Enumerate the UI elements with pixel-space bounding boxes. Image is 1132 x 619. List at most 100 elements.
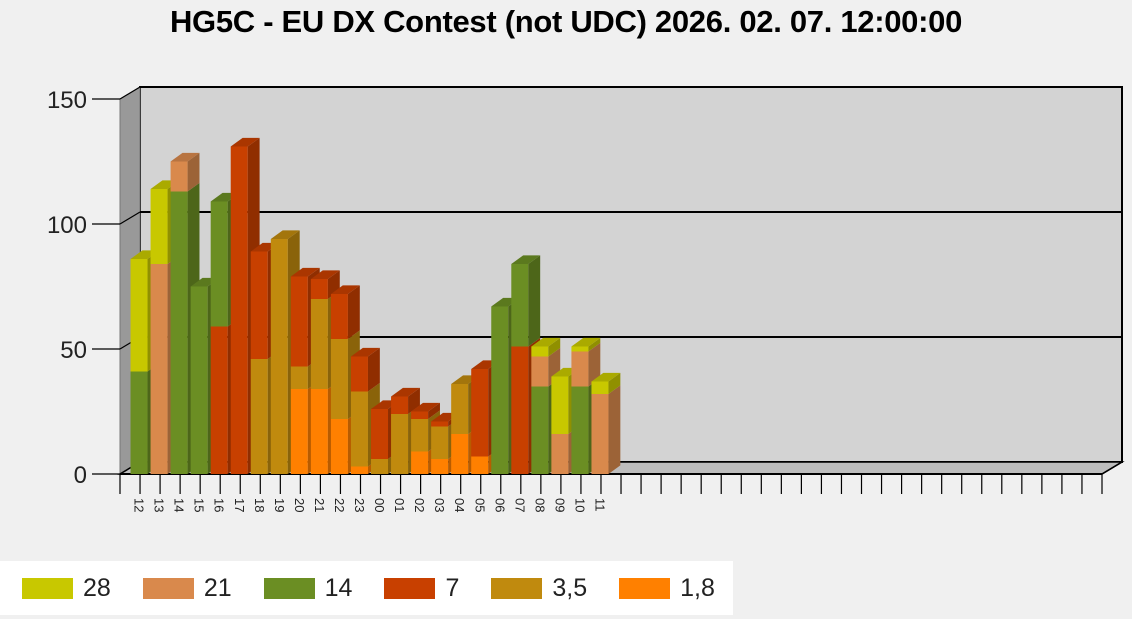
x-tick-label: 07 [512, 498, 527, 512]
legend-swatch [491, 577, 543, 599]
bar-segment-top [310, 270, 340, 279]
bar-segment [150, 189, 168, 264]
x-tick-label: 14 [172, 498, 187, 512]
legend-item: 3,5 [491, 574, 587, 603]
bar-segment [431, 421, 449, 427]
legend-swatch [22, 577, 73, 599]
y-tick-depth [119, 86, 141, 100]
bar-segment [411, 411, 429, 419]
bar-segment [451, 434, 469, 474]
y-tick-label: 0 [74, 462, 87, 489]
bar-segment [531, 356, 549, 387]
x-tick-label: 17 [232, 498, 247, 512]
bar-segment-top [511, 255, 541, 264]
x-tick-label: 22 [332, 498, 347, 512]
bar-segment [170, 161, 188, 192]
x-tick-label: 23 [352, 498, 367, 512]
bar-segment [551, 434, 569, 474]
legend-swatch [384, 577, 436, 599]
y-tick-depth [119, 211, 141, 225]
bar-segment-side [608, 372, 621, 394]
bar-segment [290, 276, 308, 367]
bar-segment [170, 191, 188, 474]
legend-swatch [619, 577, 671, 599]
bar-segment-top [391, 387, 420, 397]
bar-segment-top [290, 267, 320, 277]
bar-segment [130, 371, 148, 474]
bar-segment [471, 456, 489, 474]
bar-segment [350, 466, 368, 474]
bar-stack [250, 242, 280, 474]
bar-segment [571, 386, 589, 474]
y-tick-label: 50 [60, 337, 87, 364]
legend-item: 28 [22, 574, 111, 603]
chart-legend: 28 21 14 7 3,5 1,8 [0, 561, 733, 615]
bar-segment-top [531, 337, 561, 347]
bar-segment [230, 146, 248, 474]
bar-segment [130, 259, 148, 372]
legend-swatch [263, 577, 315, 599]
legend-label: 21 [203, 573, 232, 602]
x-tick-label: 02 [412, 498, 427, 512]
x-tick-label: 01 [392, 498, 407, 512]
bar-segment [491, 306, 509, 474]
bar-segment-side [367, 347, 380, 392]
chart-title: HG5C - EU DX Contest (not UDC) 2026. 02.… [169, 4, 963, 39]
bar-segment [551, 376, 569, 434]
legend-item: 21 [142, 573, 232, 603]
x-tick-label: 20 [292, 498, 307, 512]
x-tick-label: 03 [432, 498, 447, 512]
bar-segment [431, 426, 449, 459]
bar-segment [150, 264, 168, 474]
x-axis-end [1101, 461, 1123, 475]
bar-segment [290, 366, 308, 389]
bar-segment [371, 409, 389, 459]
bar-segment [210, 326, 228, 474]
bar-segment-top [330, 285, 360, 294]
bar-segment-side [588, 337, 601, 352]
x-tick-label: 12 [132, 498, 147, 512]
legend-label: 14 [324, 573, 353, 602]
x-tick-label: 05 [472, 498, 487, 512]
bar-segment [391, 396, 409, 414]
bar-segment [531, 346, 549, 357]
x-tick-label: 10 [572, 498, 587, 512]
bar-segment [391, 414, 409, 474]
y-tick-label: 150 [47, 87, 87, 114]
x-tick-label: 19 [272, 498, 287, 512]
legend-item: 7 [384, 574, 459, 603]
bar-segment [250, 251, 268, 359]
bar-segment [310, 279, 328, 299]
bar-segment-top [170, 152, 200, 162]
bar-segment [571, 351, 589, 387]
bar-segment [330, 339, 348, 419]
bar-segment-top [571, 337, 601, 347]
bar-segment-side [588, 342, 601, 387]
bar-segment-top [591, 372, 621, 382]
bar-segment-side [187, 152, 200, 192]
bar-segment [591, 394, 609, 474]
x-tick-label: 18 [252, 498, 267, 512]
legend-label: 28 [83, 573, 111, 602]
bar-segment [190, 286, 208, 474]
legend-swatch [142, 577, 194, 599]
bar-segment [371, 459, 389, 474]
bar-segment [210, 201, 228, 327]
bar-segment [270, 239, 288, 474]
x-tick-label: 09 [552, 498, 567, 512]
x-tick-label: 13 [152, 498, 167, 512]
y-tick-label: 100 [47, 212, 87, 239]
bar-stack [591, 372, 621, 474]
bar-segment [511, 264, 529, 347]
x-tick-label: 11 [593, 498, 608, 512]
legend-label: 1,8 [680, 573, 715, 602]
x-tick-label: 15 [192, 498, 207, 512]
x-axis-band [120, 474, 1102, 490]
bar-segment-top [350, 347, 380, 357]
bar-segment-side [428, 402, 440, 419]
bar-segment [451, 384, 469, 434]
x-tick-label: 21 [312, 498, 327, 512]
bar-segment-top [230, 137, 260, 147]
legend-label: 3,5 [552, 573, 588, 602]
